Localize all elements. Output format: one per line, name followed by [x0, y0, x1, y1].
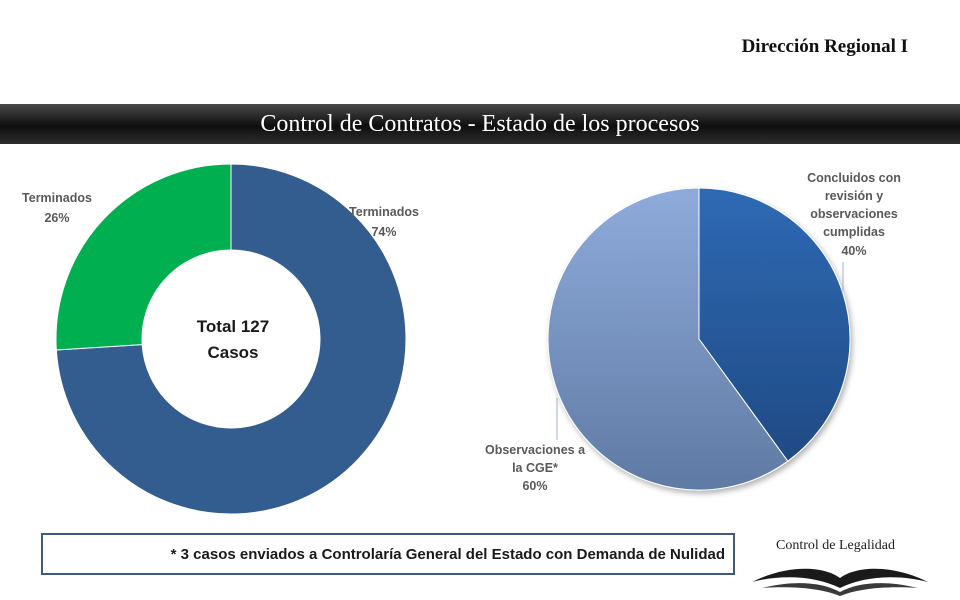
pie-label-value-1: 60% [522, 479, 547, 493]
pie-label-line-0-3: cumplidas [823, 225, 885, 239]
donut-label-value-1: 26% [44, 211, 69, 225]
footnote-box: * 3 casos enviados a Controlaría General… [41, 533, 735, 575]
pie-label-line-0-2: observaciones [810, 207, 898, 221]
donut-center-line-1: Total 127 [197, 317, 269, 336]
donut-label-value-0: 74% [371, 225, 396, 239]
pie-label-line-0-0: Concluidos con [807, 171, 901, 185]
pie-chart [547, 187, 851, 491]
page-title: Control de Contratos - Estado de los pro… [260, 111, 700, 137]
footnote-text: * 3 casos enviados a Controlaría General… [170, 546, 725, 563]
pie-slice-concluidos-40 [698, 187, 851, 462]
pie-label-line-1-1: la CGE* [512, 461, 558, 475]
open-book-icon [752, 568, 928, 596]
region-title: Dirección Regional I [741, 36, 908, 57]
donut-center-line-2: Casos [207, 343, 258, 362]
pie-slice-observaciones-60 [547, 187, 789, 491]
pie-label-line-0-1: revisión y [825, 189, 883, 203]
donut-slice-terminados-74 [55, 163, 407, 515]
donut-slice-terminados-26 [55, 163, 232, 351]
donut-label-name-1: Terminados [22, 191, 92, 205]
donut-label-name-0: Terminados [349, 205, 419, 219]
pie-labels: Concluidos con revisión y observaciones … [485, 171, 901, 493]
pie-label-value-0: 40% [841, 244, 866, 258]
pie-label-line-1-0: Observaciones a [485, 443, 586, 457]
donut-chart: Terminados 74% Terminados 26% Total 127 … [22, 163, 419, 515]
footer-label: Control de Legalidad [776, 538, 895, 553]
title-bar: Control de Contratos - Estado de los pro… [0, 104, 960, 144]
